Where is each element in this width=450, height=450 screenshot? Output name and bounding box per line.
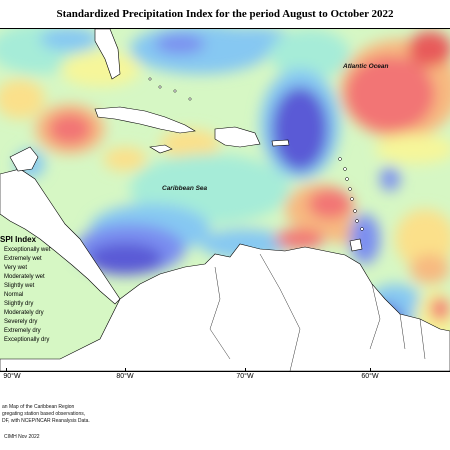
legend-item: Very wet bbox=[4, 265, 28, 271]
longitude-tick-label: 60°W bbox=[361, 373, 379, 380]
spi-map: Atlantic Ocean Caribbean Sea bbox=[0, 28, 450, 372]
spi-legend: SPI Index Exceptionally wet Extremely we… bbox=[0, 235, 60, 345]
country-borders bbox=[209, 253, 426, 371]
tick-mark bbox=[370, 368, 371, 372]
longitude-tick-label: 70°W bbox=[236, 373, 254, 380]
legend-item: Extremely dry bbox=[4, 328, 41, 334]
atlantic-ocean-label: Atlantic Ocean bbox=[343, 63, 389, 70]
credit-text: CIMH Nov 2022 bbox=[4, 434, 40, 440]
map-footnote: an Map of the Caribbean Region gregating… bbox=[2, 404, 90, 425]
tick-mark bbox=[6, 368, 7, 372]
legend-item: Moderately wet bbox=[4, 274, 45, 280]
legend-item: Normal bbox=[4, 292, 24, 298]
legend-item: Exceptionally dry bbox=[4, 337, 50, 343]
legend-item: Moderately dry bbox=[4, 310, 44, 316]
legend-item: Slightly wet bbox=[4, 283, 35, 289]
legend-item: Slightly dry bbox=[4, 301, 34, 307]
footnote-line: DF, with NCEP/NCAR Reanalysis Data. bbox=[2, 418, 90, 424]
legend-title: SPI Index bbox=[0, 235, 37, 244]
lesser-antilles bbox=[148, 77, 364, 231]
caribbean-sea-label: Caribbean Sea bbox=[162, 185, 208, 192]
legend-item: Severely dry bbox=[4, 319, 38, 325]
tick-mark bbox=[125, 368, 126, 372]
longitude-tick-label: 80°W bbox=[116, 373, 134, 380]
tick-mark bbox=[245, 368, 246, 372]
spi-map-canvas bbox=[0, 29, 450, 371]
legend-item: Exceptionally wet bbox=[4, 247, 51, 253]
legend-item: Extremely wet bbox=[4, 256, 42, 262]
footnote-line: gregating station based observations, bbox=[2, 411, 86, 417]
map-title: Standardized Precipitation Index for the… bbox=[56, 8, 394, 20]
longitude-tick-label: 90°W bbox=[3, 373, 21, 380]
footnote-line: an Map of the Caribbean Region bbox=[2, 404, 75, 410]
land-masses bbox=[0, 29, 450, 371]
